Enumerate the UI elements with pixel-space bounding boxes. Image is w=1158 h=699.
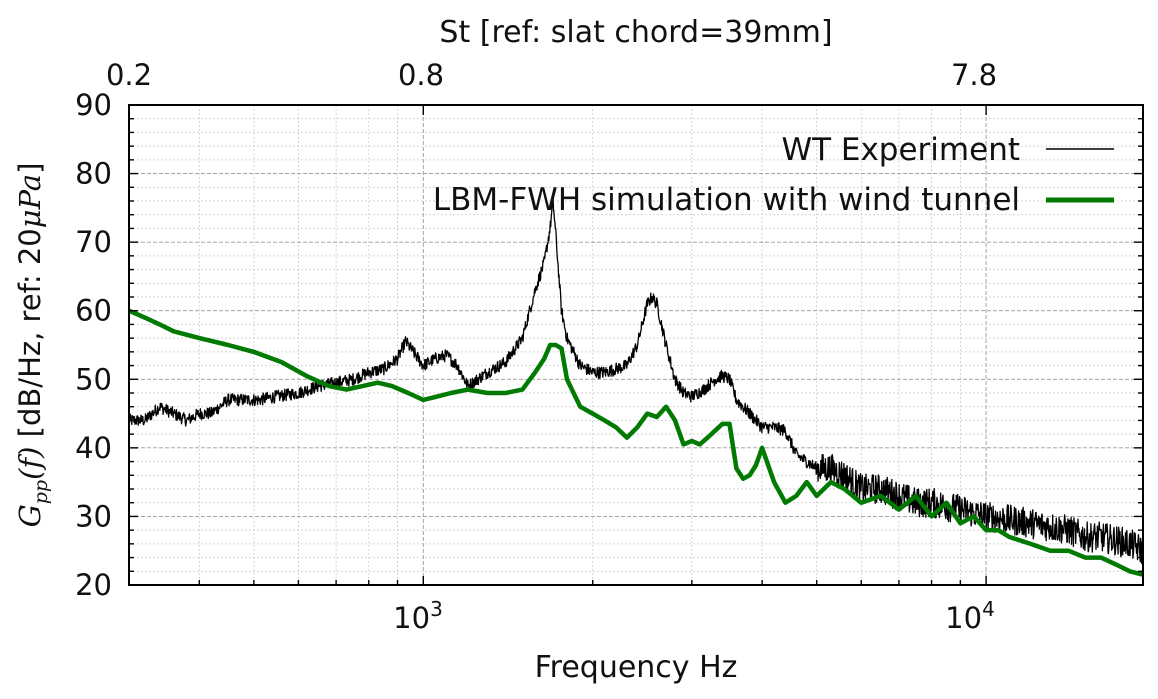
x-axis-label: Frequency Hz: [535, 650, 738, 685]
series-layer: [128, 196, 1144, 577]
tick-layer: [128, 104, 1143, 586]
top-tick-label-0: 0.2: [106, 58, 152, 92]
top-tick-label-1: 0.8: [398, 58, 444, 92]
legend-entry-wt-experiment: WT Experiment: [781, 132, 1020, 168]
x-tick-label-1000: 103: [393, 597, 443, 635]
plot-frame: [128, 104, 1144, 586]
y-tick-label: 60: [75, 294, 112, 328]
y-tick-label: 50: [75, 362, 112, 396]
y-tick-labels: 20 30 40 50 60 70 80 90: [75, 88, 112, 602]
x-tick-label-10000: 104: [945, 597, 995, 635]
top-axis-label: St [ref: slat chord=39mm]: [439, 15, 832, 50]
legend: WT Experiment LBM-FWH simulation with wi…: [433, 132, 1114, 218]
legend-entry-lbm-fwh: LBM-FWH simulation with wind tunnel: [433, 182, 1020, 218]
y-tick-label: 40: [75, 431, 112, 465]
y-tick-label: 30: [75, 499, 112, 533]
y-tick-label: 90: [75, 88, 112, 122]
y-tick-label: 70: [75, 225, 112, 259]
y-tick-label: 20: [75, 568, 112, 602]
top-tick-label-2: 7.8: [951, 58, 997, 92]
y-tick-label: 80: [75, 157, 112, 191]
y-axis-label: Gpp(f) [dB/Hz, ref: 20μPa]: [13, 163, 52, 528]
series-line-lbm-fwh: [128, 308, 1144, 577]
series-line-wt-experiment: [128, 196, 1144, 565]
